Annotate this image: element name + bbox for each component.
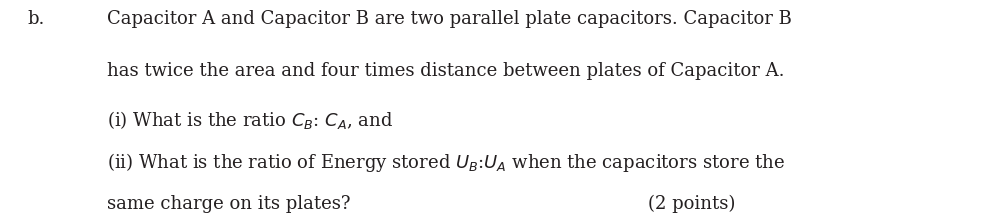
Text: (i) What is the ratio $C_{B}$: $C_{A}$, and: (i) What is the ratio $C_{B}$: $C_{A}$, … bbox=[107, 109, 393, 131]
Text: b.: b. bbox=[28, 10, 46, 28]
Text: same charge on its plates?: same charge on its plates? bbox=[107, 195, 350, 213]
Text: Capacitor A and Capacitor B are two parallel plate capacitors. Capacitor B: Capacitor A and Capacitor B are two para… bbox=[107, 10, 792, 28]
Text: (2 points): (2 points) bbox=[648, 195, 736, 213]
Text: has twice the area and four times distance between plates of Capacitor A.: has twice the area and four times distan… bbox=[107, 62, 784, 80]
Text: (ii) What is the ratio of Energy stored $U_{B}$:$U_{A}$ when the capacitors stor: (ii) What is the ratio of Energy stored … bbox=[107, 151, 785, 174]
